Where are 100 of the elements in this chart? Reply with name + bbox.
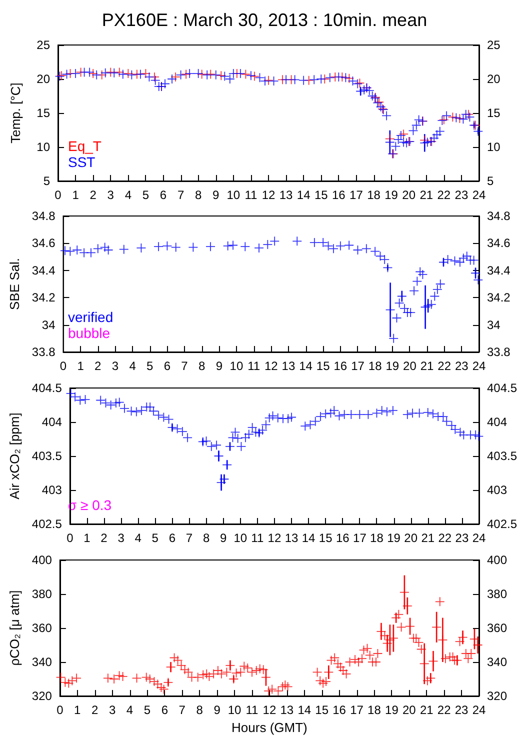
y-tick-label: 320 [32, 689, 52, 703]
x-tick-label: 17 [350, 703, 364, 717]
y2-tick-label: 34.6 [487, 236, 511, 250]
x-tick-label: 0 [56, 703, 64, 717]
x-tick-label: 5 [146, 359, 154, 373]
x-tick-label: 6 [160, 188, 167, 202]
y-tick-label: 34.6 [32, 236, 56, 250]
x-tick-label: 10 [226, 188, 240, 202]
y-tick-label: 5 [43, 174, 50, 188]
x-tick-label: 18 [368, 359, 382, 373]
x-tick-label: 22 [437, 188, 451, 202]
y2-tick-label: 34.2 [487, 290, 511, 305]
y2-tick-label: 15 [487, 106, 501, 120]
x-tick-label: 20 [402, 703, 416, 717]
y2-tick-label: 5 [487, 174, 494, 188]
x-tick-label: 2 [90, 188, 97, 202]
x-tick-label: 15 [315, 703, 329, 717]
text: Eq_T [68, 138, 102, 154]
x-tick-label: 6 [168, 531, 176, 545]
x-tick-label: 8 [194, 188, 202, 202]
x-tick-label: 3 [112, 359, 119, 373]
x-tick-label: 24 [472, 359, 486, 373]
x-tick-label: 19 [387, 531, 401, 545]
x-tick-label: 20 [402, 188, 416, 202]
x-tick-label: 7 [177, 188, 184, 202]
y-tick-label: 403.5 [32, 449, 62, 463]
x-tick-label: 19 [386, 359, 400, 373]
y-tick-label: 33.8 [32, 345, 56, 359]
x-tick-label: 5 [152, 531, 159, 545]
y-tick-label: 402.5 [32, 517, 62, 531]
x-tick-label: 17 [353, 531, 367, 545]
x-axis-title: Hours (GMT) [232, 720, 308, 735]
y2-tick-label: 340 [487, 655, 508, 669]
y-tick-label: 400 [32, 553, 52, 567]
x-tick-label: 18 [368, 703, 382, 717]
y-tick-label: 25 [36, 38, 50, 52]
x-tick-label: 6 [161, 703, 168, 717]
x-tick-label: 0 [60, 359, 67, 373]
y2-tick-label: 402.5 [487, 517, 518, 531]
x-tick-label: 6 [164, 359, 171, 373]
y-tick-label: 15 [36, 106, 50, 120]
x-tick-label: 10 [234, 531, 248, 545]
x-tick-label: 8 [198, 359, 206, 373]
x-tick-label: 17 [351, 359, 365, 373]
x-tick-label: 9 [216, 359, 223, 373]
y2-tick-label: 404 [487, 415, 508, 429]
y-tick-label: 404 [42, 415, 62, 429]
annotation: bubble [68, 325, 110, 341]
x-tick-label: 14 [298, 703, 312, 717]
y-tick-label: 34.8 [32, 209, 56, 223]
x-tick-label: 20 [403, 359, 417, 373]
x-tick-label: 8 [196, 703, 204, 717]
y2-tick-label: 34 [487, 318, 501, 332]
chart-title: PX160E : March 30, 2013 : 10min. mean [102, 10, 428, 30]
x-tick-label: 15 [316, 359, 330, 373]
x-tick-label: 11 [244, 188, 258, 202]
y-axis-title: SBE Sal. [7, 258, 22, 310]
x-tick-label: 12 [268, 531, 282, 545]
y2-tick-label: 33.8 [487, 345, 511, 359]
x-tick-label: 21 [420, 359, 434, 373]
x-tick-label: 5 [144, 703, 151, 717]
x-tick-label: 9 [212, 188, 220, 202]
x-tick-label: 18 [370, 531, 384, 545]
x-tick-label: 9 [214, 703, 221, 717]
x-tick-label: 24 [472, 188, 486, 202]
y-tick-label: 34 [42, 318, 56, 332]
y-tick-label: 20 [36, 72, 50, 86]
y2-tick-label: 360 [487, 621, 508, 635]
x-tick-label: 1 [74, 703, 82, 717]
x-tick-label: 21 [420, 703, 434, 717]
x-tick-label: 16 [336, 531, 350, 545]
x-tick-label: 13 [279, 188, 294, 202]
y-tick-label: 404.5 [32, 381, 62, 395]
x-tick-label: 15 [314, 188, 328, 202]
x-tick-label: 4 [126, 703, 134, 717]
y2-tick-label: 403 [487, 483, 508, 497]
x-tick-label: 10 [228, 703, 242, 717]
x-tick-label: 11 [251, 531, 264, 545]
x-tick-label: 23 [454, 703, 469, 717]
x-tick-label: 20 [404, 531, 418, 545]
y2-tick-label: 380 [487, 587, 508, 601]
x-tick-label: 19 [384, 188, 398, 202]
x-tick-label: 24 [472, 531, 486, 545]
y2-tick-label: 10 [487, 140, 501, 154]
x-tick-label: 14 [296, 188, 311, 202]
y2-tick-label: 34.4 [487, 263, 511, 278]
x-tick-label: 7 [186, 531, 193, 545]
y2-tick-label: 400 [487, 553, 508, 567]
x-tick-label: 1 [72, 188, 80, 202]
x-tick-label: 16 [332, 703, 346, 717]
x-tick-label: 7 [181, 359, 188, 373]
x-tick-label: 9 [220, 531, 227, 545]
x-tick-label: 21 [421, 531, 435, 545]
y-tick-label: 10 [36, 140, 50, 154]
y-axis-title: Temp. [°C] [8, 82, 23, 144]
y2-tick-label: 404.5 [487, 381, 518, 395]
x-tick-label: 5 [142, 188, 150, 202]
x-tick-label: 4 [134, 531, 142, 545]
y-tick-label: 380 [32, 587, 52, 601]
y-tick-label: 403 [42, 483, 62, 497]
